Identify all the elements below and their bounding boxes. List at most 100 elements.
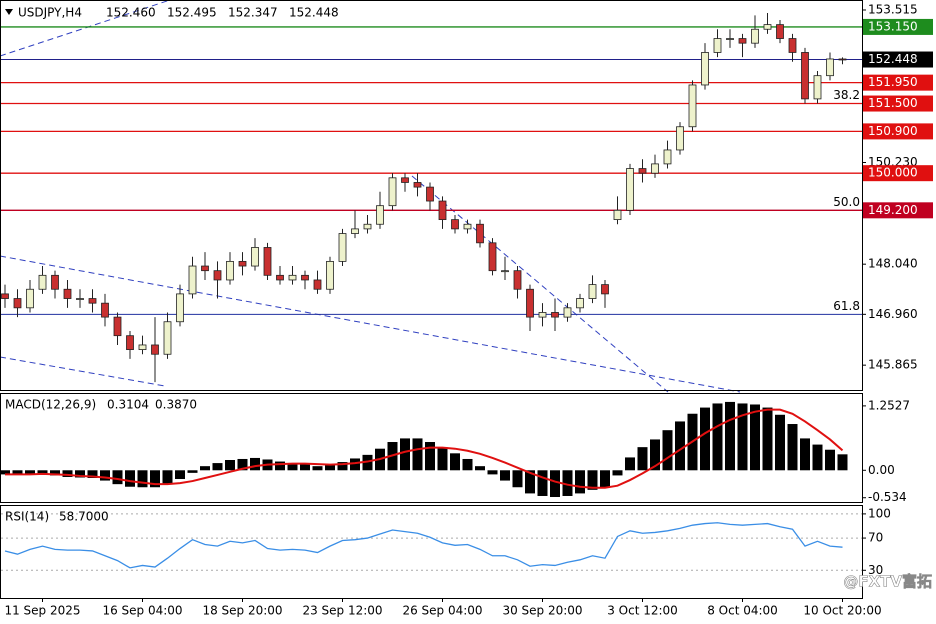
macd-bar [325,465,335,471]
level-label: 153.150 [868,19,918,33]
candle-body [801,52,809,100]
candle-body [263,247,272,276]
x-tick-label: 18 Sep 20:00 [202,604,282,618]
trendline [411,175,669,393]
candle-body [838,58,847,61]
y-tick-label: 153.515 [868,2,918,16]
x-tick-label: 23 Sep 12:00 [302,604,382,618]
y-tick-label: 1.2527 [868,398,910,412]
candle-body [501,270,509,273]
macd-bar [587,470,598,490]
candle-body [63,288,72,299]
candle-body [763,24,772,30]
current-price-box [863,51,933,68]
candle-body [663,149,672,165]
macd-bar [800,438,810,471]
candle-body [551,312,559,318]
x-tick-label: 10 Oct 20:00 [803,604,881,618]
candle-body [738,38,747,44]
candle-body [76,298,84,300]
candle-body [213,270,222,281]
macd-bar [662,430,673,471]
macd-bar [75,470,85,478]
macd-bar [62,470,73,477]
macd-bar [150,470,160,488]
macd-bar [512,470,523,488]
macd-bar [25,470,35,474]
macd-bar [275,461,285,471]
candle-body [276,274,284,281]
candle-body [626,168,634,211]
candle-body [26,288,34,309]
candle-body [38,274,47,290]
macd-bar [450,453,460,471]
x-tick-label: 3 Oct 12:00 [607,604,678,618]
candle-body [701,52,709,86]
signal-value: 0.3870 [155,398,197,412]
macd-bar [500,470,510,481]
y-tick-label: 148.040 [868,257,918,271]
watermark: @FXTV富拓 [843,573,932,591]
macd-bar [787,424,798,471]
rsi-value: 58.7000 [59,510,109,524]
candle-body [813,75,822,100]
ohlc-open: 152.460 [106,6,156,20]
x-tick-label: 26 Sep 04:00 [402,604,482,618]
macd-bar [12,470,23,475]
macd-bar [600,470,610,488]
level-label: 151.500 [868,96,918,110]
macd-title: MACD(12,26,9) [5,398,96,412]
candle-body [476,223,484,244]
macd-bar [825,449,835,471]
candle-body [126,335,134,351]
macd-bar [537,470,548,496]
candle-body [776,24,784,39]
candle-body [251,247,259,267]
macd-bar [100,470,110,481]
trendline [0,356,166,387]
rsi-line [4,522,843,569]
level-label-box [863,202,933,219]
macd-bar [725,401,735,471]
candle-body [1,293,9,299]
macd-bar [212,463,223,471]
candle-body [638,168,647,174]
macd-bar [650,439,660,471]
macd-bar [350,458,360,471]
macd-bar [175,470,185,480]
candle-body [513,270,522,290]
macd-bar [187,470,198,473]
candle-body [463,223,472,230]
candle-body [751,28,759,44]
x-tick-label: 16 Sep 04:00 [102,604,182,618]
candle-body [488,242,497,272]
fib-label: 50.0 [833,195,860,209]
level-label-box [863,123,933,140]
macd-bar [412,438,423,471]
macd-bar [675,421,685,471]
y-tick-label: 145.865 [868,358,918,372]
macd-bar [750,404,760,471]
candle-body [388,177,397,207]
candle-body [13,298,22,309]
candle-body [226,260,234,281]
macd-panel [0,393,863,503]
candle-body [451,219,459,230]
ohlc-low: 152.347 [228,6,278,20]
macd-bar [0,470,10,475]
candle-body [538,312,547,318]
y-tick-label: 30 [868,563,883,577]
fib-label: 38.2 [833,88,860,102]
macd-bar [812,444,823,471]
x-tick-label: 30 Sep 20:00 [502,604,582,618]
menu-icon [5,9,13,15]
macd-bar [87,470,98,478]
x-tick-label: 8 Oct 04:00 [707,604,778,618]
macd-bar [550,470,560,498]
candle-body [363,223,372,230]
macd-bar [312,466,323,471]
level-label-box [863,18,933,35]
macd-bar [775,414,785,471]
